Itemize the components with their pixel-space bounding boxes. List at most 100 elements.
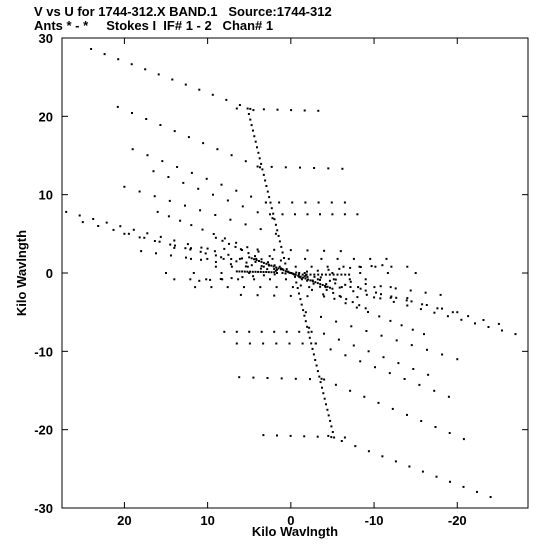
uv-point — [262, 173, 265, 176]
uv-point — [130, 63, 133, 66]
uv-point — [358, 304, 361, 307]
uv-point — [205, 177, 208, 180]
uv-point — [435, 475, 438, 478]
uv-point — [320, 257, 323, 260]
y-tick-label: -20 — [34, 423, 53, 438]
uv-point — [185, 256, 187, 259]
uv-point — [261, 168, 264, 171]
uv-point — [273, 273, 276, 276]
uv-point — [289, 249, 292, 252]
uv-point — [288, 271, 291, 274]
uv-point — [254, 255, 256, 258]
uv-point — [364, 307, 367, 310]
uv-point — [258, 157, 261, 160]
uv-point — [329, 419, 332, 422]
y-axis-ticks: 30 20 10 0 -10 -20 -30 — [34, 31, 528, 516]
uv-point — [146, 154, 149, 157]
uv-point — [381, 264, 384, 267]
uv-point — [343, 201, 346, 204]
uv-point — [306, 249, 309, 252]
x-tick-label: 10 — [200, 513, 214, 528]
uv-point — [270, 264, 273, 267]
uv-point — [304, 320, 307, 323]
uv-point — [352, 344, 355, 347]
uv-point — [304, 311, 307, 314]
uv-point — [302, 276, 305, 279]
uv-point — [168, 199, 171, 202]
x-tick-label: -20 — [448, 513, 467, 528]
uv-point — [167, 215, 170, 218]
uv-point — [266, 268, 269, 271]
uv-point — [365, 330, 368, 332]
uv-point — [271, 217, 274, 220]
uv-point — [501, 329, 503, 332]
uv-point — [467, 315, 470, 318]
uv-point — [298, 275, 301, 278]
uv-point — [320, 315, 322, 318]
uv-point — [262, 271, 265, 273]
uv-point — [252, 109, 255, 112]
uv-point — [146, 232, 149, 235]
uv-point — [112, 228, 115, 231]
uv-point — [388, 372, 391, 375]
y-tick-label: 30 — [39, 31, 53, 46]
uv-point — [192, 272, 195, 274]
uv-point — [306, 275, 309, 278]
uv-point — [123, 232, 126, 235]
uv-point — [333, 297, 336, 300]
uv-point — [307, 331, 310, 334]
uv-point — [270, 207, 273, 210]
uv-point — [336, 257, 339, 260]
uv-point — [244, 265, 247, 268]
uv-point — [90, 48, 93, 50]
uv-point — [389, 319, 392, 322]
uv-point — [281, 272, 284, 274]
uv-point — [238, 104, 241, 106]
uv-point — [254, 140, 257, 143]
uv-point — [364, 278, 367, 281]
uv-point — [230, 277, 233, 280]
uv-point — [297, 274, 300, 277]
uv-point — [212, 193, 214, 196]
uv-point — [285, 268, 288, 271]
uv-point — [294, 213, 296, 216]
x-tick-label: 0 — [287, 513, 294, 528]
uv-point — [293, 273, 296, 276]
uv-point — [447, 395, 450, 398]
uv-point — [337, 338, 340, 341]
uv-point — [272, 212, 275, 215]
uv-point — [259, 228, 262, 231]
uv-point — [123, 185, 126, 188]
uv-point — [200, 246, 203, 249]
uv-point — [294, 265, 297, 268]
uv-point — [238, 270, 241, 273]
plot-frame — [61, 37, 529, 509]
uv-point — [235, 107, 238, 110]
uv-point — [267, 261, 269, 264]
uv-point — [319, 283, 322, 286]
uv-point — [390, 295, 393, 298]
uv-point — [260, 260, 263, 263]
uv-point — [278, 265, 281, 268]
uv-point — [370, 265, 373, 268]
uv-point — [254, 270, 257, 273]
uv-point — [410, 300, 413, 303]
uv-point — [289, 434, 292, 437]
uv-point — [299, 166, 301, 169]
uv-point — [406, 413, 408, 416]
uv-point — [336, 273, 339, 276]
uv-point — [298, 292, 300, 295]
uv-point — [330, 425, 333, 428]
uv-point — [190, 171, 193, 174]
uv-point — [338, 295, 341, 297]
uv-point — [171, 78, 174, 81]
uv-point — [385, 257, 388, 260]
uv-point — [258, 260, 260, 262]
y-tick-label: 10 — [39, 188, 53, 203]
y-tick-label: -30 — [34, 501, 53, 516]
uv-point — [262, 274, 265, 277]
uv-point — [206, 257, 209, 260]
uv-point — [392, 300, 395, 303]
uv-point — [406, 304, 409, 307]
uv-point — [412, 368, 415, 370]
